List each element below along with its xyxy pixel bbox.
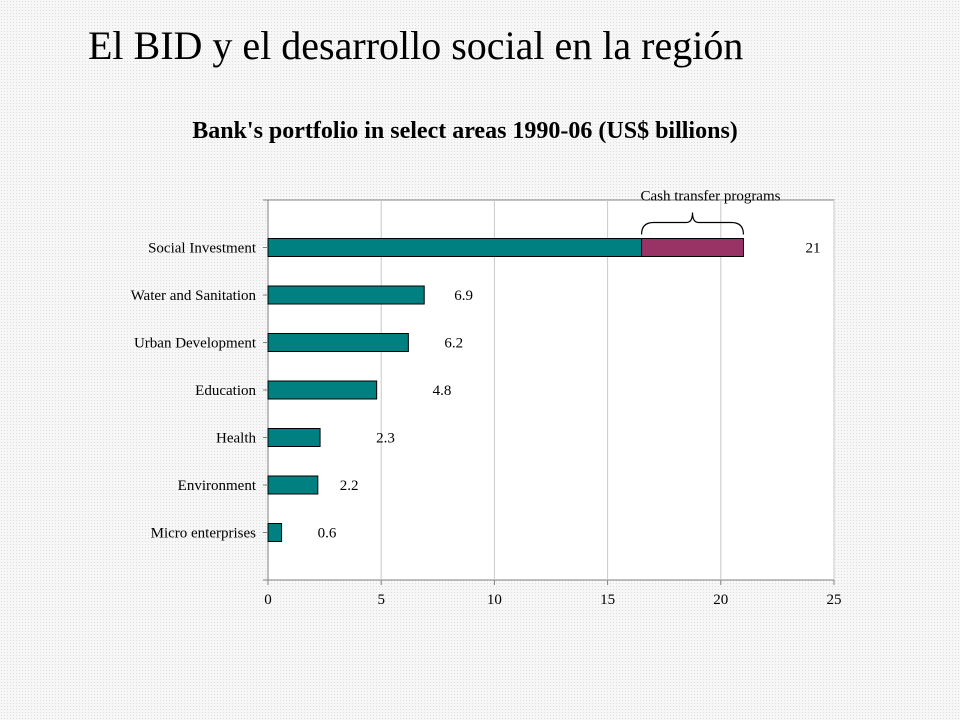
annotation-label: Cash transfer programs xyxy=(641,189,781,205)
chart-title: Bank's portfolio in select areas 1990-06… xyxy=(192,118,738,144)
bar xyxy=(267,428,321,447)
x-tick-label: 20 xyxy=(713,592,728,608)
data-label: 6.9 xyxy=(454,288,473,304)
bar xyxy=(267,285,425,305)
bar xyxy=(267,523,283,542)
category-label: Environment xyxy=(178,478,257,494)
gridlines xyxy=(380,200,835,580)
x-tick-label: 15 xyxy=(600,592,615,608)
data-label: 4.8 xyxy=(433,383,452,399)
cash-transfer-annotation: Cash transfer programs xyxy=(641,189,781,235)
category-label: Education xyxy=(195,383,256,399)
category-label: Social Investment xyxy=(148,241,257,257)
category-label: Urban Development xyxy=(134,336,257,352)
category-labels: Social Investment Water and Sanitation Urb… xyxy=(131,241,257,542)
data-label: 21 xyxy=(805,241,820,257)
data-label: 6.2 xyxy=(444,336,463,352)
bar xyxy=(267,238,643,257)
x-tick-label: 5 xyxy=(377,592,385,608)
category-label: Micro enterprises xyxy=(151,526,257,542)
slide-title: El BID y el desarrollo social en la regi… xyxy=(88,23,744,68)
data-label: 2.3 xyxy=(376,431,395,447)
x-tick-label: 25 xyxy=(827,592,842,608)
category-label: Health xyxy=(216,431,256,447)
bar xyxy=(267,380,378,400)
category-label: Water and Sanitation xyxy=(131,288,257,304)
x-tick-label: 10 xyxy=(487,592,502,608)
data-labels: 21 6.9 6.2 4.8 2.3 2.2 0.6 xyxy=(318,241,821,542)
data-label: 0.6 xyxy=(318,526,337,542)
bar xyxy=(267,475,319,495)
bar xyxy=(267,333,409,352)
bars xyxy=(267,238,744,542)
bar-highlight-segment xyxy=(641,238,744,257)
brace xyxy=(640,212,745,235)
data-label: 2.2 xyxy=(340,478,359,494)
x-tick-labels: 0 5 10 15 20 25 xyxy=(263,199,842,608)
x-tick-label: 0 xyxy=(264,592,272,608)
